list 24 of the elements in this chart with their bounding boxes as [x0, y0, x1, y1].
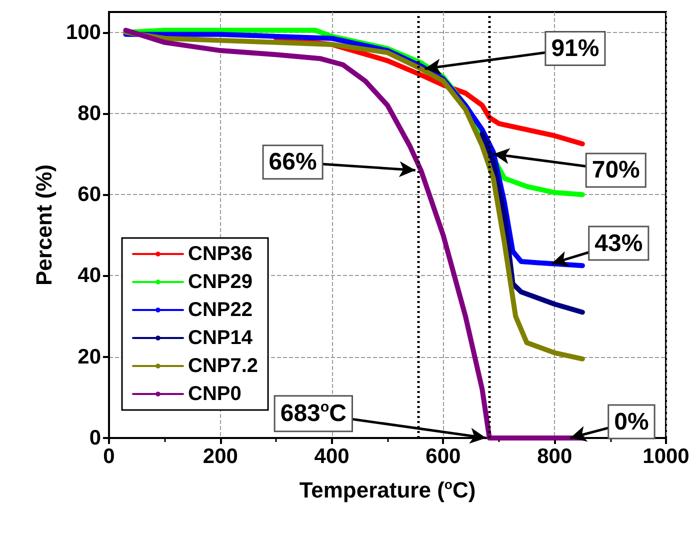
y-tick-label: 40 [78, 264, 101, 288]
annotation: 43% [594, 230, 643, 257]
legend-label: CNP14 [188, 327, 254, 349]
x-tick-label: 600 [426, 445, 461, 468]
y-axis-title: Percent (%) [32, 164, 57, 286]
y-tick-label: 0 [89, 426, 101, 450]
annotation: 66% [268, 148, 317, 176]
legend-label: CNP36 [188, 243, 252, 265]
x-tick-label: 0 [103, 445, 115, 468]
legend-label: CNP22 [188, 299, 252, 321]
x-tick-label: 1000 [642, 445, 690, 468]
legend-label: CNP29 [188, 271, 252, 293]
x-tick-label: 400 [314, 445, 350, 468]
annotation: 70% [592, 156, 640, 184]
x-tick-label: 800 [537, 445, 572, 468]
x-tick-label: 200 [202, 445, 238, 468]
legend-label: CNP7.2 [188, 355, 258, 377]
annotation: 0% [614, 408, 649, 436]
annotation: 91% [551, 35, 600, 62]
y-tick-label: 60 [78, 183, 101, 206]
y-tick-label: 20 [78, 345, 101, 368]
y-tick-label: 100 [66, 20, 101, 44]
legend-label: CNP0 [188, 383, 242, 405]
y-tick-label: 80 [78, 102, 101, 125]
